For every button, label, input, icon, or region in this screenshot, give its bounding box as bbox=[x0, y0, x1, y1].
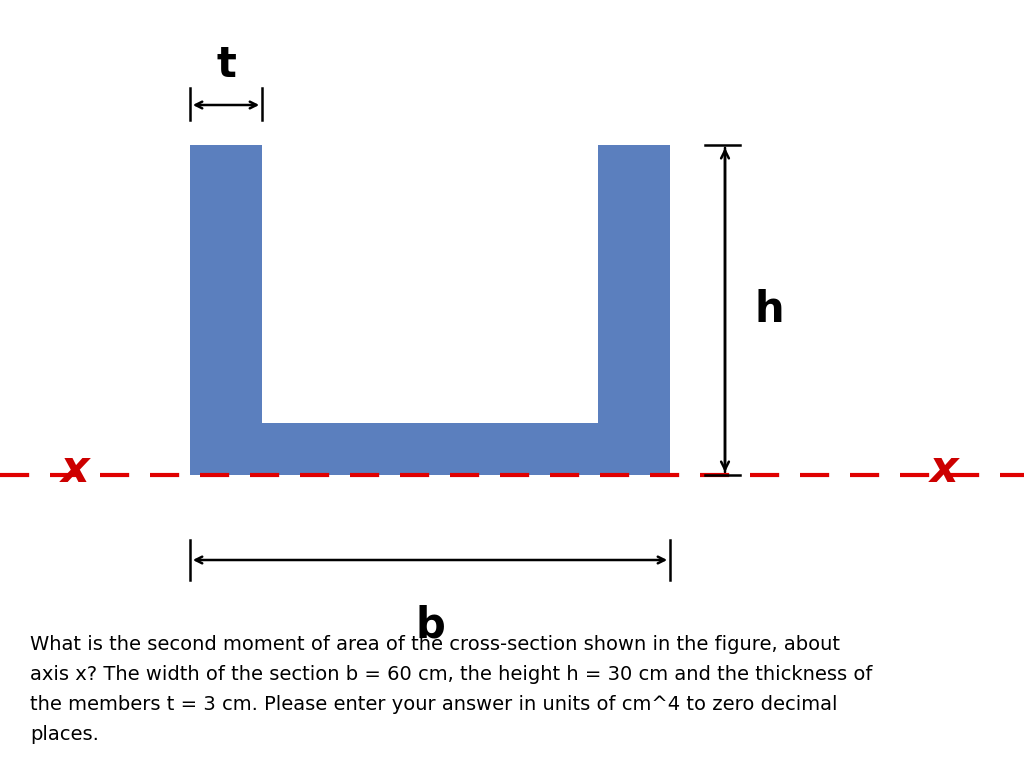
Text: h: h bbox=[755, 289, 784, 331]
Text: What is the second moment of area of the cross-section shown in the figure, abou: What is the second moment of area of the… bbox=[30, 635, 840, 654]
Text: the members t = 3 cm. Please enter your answer in units of cm^4 to zero decimal: the members t = 3 cm. Please enter your … bbox=[30, 695, 838, 714]
Text: b: b bbox=[415, 605, 445, 647]
Text: places.: places. bbox=[30, 725, 99, 744]
Text: axis x? The width of the section b = 60 cm, the height h = 30 cm and the thickne: axis x? The width of the section b = 60 … bbox=[30, 665, 872, 684]
Text: t: t bbox=[216, 44, 236, 86]
Text: x: x bbox=[60, 447, 89, 490]
Bar bbox=[190, 423, 670, 475]
Text: x: x bbox=[930, 447, 958, 490]
Bar bbox=[190, 145, 262, 475]
Bar bbox=[598, 145, 670, 475]
